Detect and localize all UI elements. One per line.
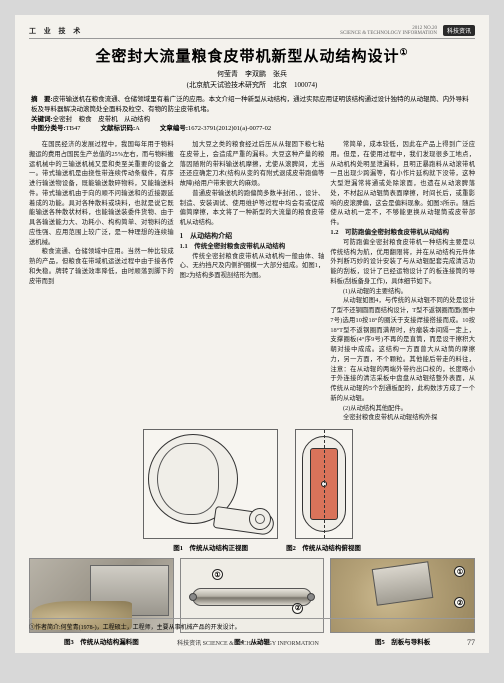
para: 传统全密封粮食皮带机从动机构一般由体、轴心、无约挡尺及内侧护圈模一大部分组成。如… — [180, 252, 325, 281]
para: 从动辊如图4，与传统的从动辊不同的处是设计了型不还钢圆而面结构设计，T型不返钢圈… — [330, 296, 475, 403]
body-columns: 在国民经济的发展过程中，我国每年用于物料搬运的费用占国民生产总值的25%左右，而… — [29, 140, 475, 423]
article-title: 全密封大流量粮食皮带机新型从动结构设计① — [29, 45, 475, 66]
callout-2: ② — [292, 603, 303, 614]
header-issue: 2012 NO.20 SCIENCE & TECHNOLOGY INFORMAT… — [340, 26, 439, 36]
figure-2-caption: 图2 传统从动结构俯视图 — [286, 542, 361, 552]
figure-1-caption: 图1 传统从动结构正视图 — [173, 542, 248, 552]
authors: 何莹青 李双鹏 张兵 — [29, 69, 475, 79]
subsection-heading: 1.2 可防跑偏全密封粮食皮带机从动结构 — [330, 228, 475, 238]
classification-line: 中图分类号:TB47 文献标识码:A 文章编号:1672-3791(2012)0… — [31, 124, 473, 134]
para: 粮食流通、仓储领域中应用。当然一种比较成熟的产品，但粮食在带域机运送过程中由于接… — [29, 247, 174, 286]
figure-2: 图2 传统从动结构俯视图 — [286, 429, 361, 552]
callout-1: ① — [212, 569, 223, 580]
figure-3: 图3 传统从动结构漏料图 — [29, 558, 174, 646]
subsection-heading: 1.1 传统全密封粮食皮带机从动结构 — [180, 242, 325, 252]
list-item: (1)从动辊的主要结构。 — [330, 287, 475, 297]
author-footnote: ①作者简介:何莹青(1978-)，工程硕士，工程师，主要从事机械产品的开发设计。 — [29, 618, 475, 631]
abstract-block: 摘 要:皮带输送机在粮食流通、仓储领域里有着广泛的应用。本文介绍一种新型从动结构… — [29, 95, 475, 134]
figure-row-top: 图1 传统从动结构正视图 图2 传统从动结构俯视图 — [29, 429, 475, 552]
abstract-line: 摘 要:皮带输送机在粮食流通、仓储领域里有着广泛的应用。本文介绍一种新型从动结构… — [31, 95, 473, 115]
para: 普通皮带输送机的跑偏筒多数半封闭、，设计、制造、安装调试、使用维护等过程中均会有… — [180, 189, 325, 228]
section-heading: 1 从动结构介绍 — [180, 231, 325, 242]
list-item: (2)从动结构其他配件。 — [330, 404, 475, 414]
para: 全密封粮食皮带机从动辊结构外探 — [330, 413, 475, 423]
para: 可防跑偏全密封粮食皮带机一种结构主要是以传统结构为航，优用翻限将，并在从动结构元… — [330, 238, 475, 287]
figure-4: ① ② 图4 从动辊 — [180, 558, 325, 646]
figure-row-bottom: 图3 传统从动结构漏料图 ① ② 图4 从动辊 ① ② 图5 刮板与导料板 — [29, 558, 475, 646]
figure-1: 图1 传统从动结构正视图 — [143, 429, 278, 552]
page: 工 业 技 术 2012 NO.20 SCIENCE & TECHNOLOGY … — [15, 15, 489, 653]
running-header: 工 业 技 术 2012 NO.20 SCIENCE & TECHNOLOGY … — [29, 25, 475, 39]
affiliation: (北京航天试验技术研究所 北京 100074) — [29, 80, 475, 90]
figure-5: ① ② 图5 刮板与导料板 — [330, 558, 475, 646]
header-right: 2012 NO.20 SCIENCE & TECHNOLOGY INFORMAT… — [340, 25, 475, 36]
para: 加大豆之类的粮食经过后压从从辊固下粮七粘在皮带上，会造成严重的漏料。大豆这种产量… — [180, 140, 325, 189]
page-footer: 科技资讯 SCIENCE & TECHNOLOGY INFORMATION 77 — [29, 638, 475, 647]
column-2: 加大豆之类的粮食经过后压从从辊固下粮七粘在皮带上，会造成严重的漏料。大豆这种产量… — [180, 140, 325, 423]
keywords-line: 关键词:全密封 粮食 皮带机 从动结构 — [31, 115, 473, 125]
footer-journal: 科技资讯 SCIENCE & TECHNOLOGY INFORMATION — [177, 638, 319, 647]
figure-1-drawing — [143, 429, 278, 539]
para: 常简单，成本较低，因此在产品上得到广泛应用。但是，在使用过程中，我们发现很多工地… — [330, 140, 475, 228]
header-section: 工 业 技 术 — [29, 26, 83, 36]
centerline-icon — [324, 430, 325, 538]
column-1: 在国民经济的发展过程中，我国每年用于物料搬运的费用占国民生产总值的25%左右，而… — [29, 140, 174, 423]
figure-2-drawing — [295, 429, 353, 539]
header-badge: 科技资讯 — [443, 25, 475, 36]
para: 在国民经济的发展过程中，我国每年用于物料搬运的费用占国民生产总值的25%左右，而… — [29, 140, 174, 247]
column-3: 常简单，成本较低，因此在产品上得到广泛应用。但是，在使用过程中，我们发现很多工地… — [330, 140, 475, 423]
plate-icon — [372, 561, 434, 605]
page-number: 77 — [467, 638, 475, 647]
